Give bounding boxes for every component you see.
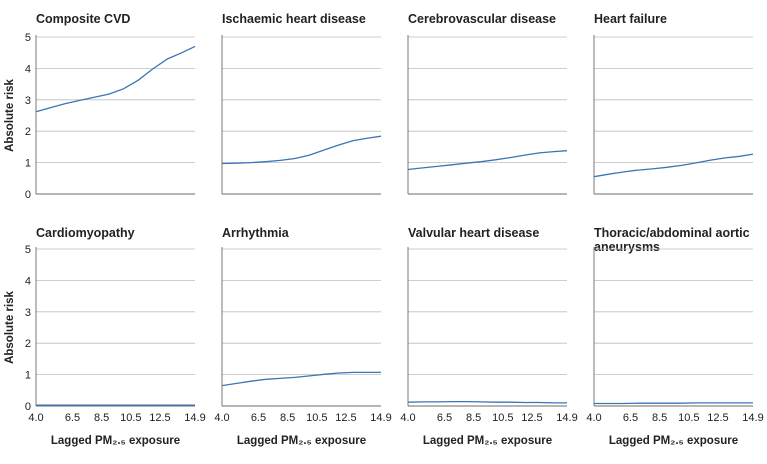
panel-5-y-tick-1: 1	[25, 370, 31, 382]
panel-7-x-tick-6-5: 6.5	[437, 412, 452, 424]
panel-1-y-tick-4: 4	[25, 63, 31, 75]
panel-5-x-tick-12-5: 12.5	[149, 412, 170, 424]
panel-6-series-line	[221, 371, 381, 387]
panel-6-x-tick-6-5: 6.5	[251, 412, 266, 424]
panel-1-y-tick-0: 0	[25, 189, 31, 201]
panel-5-x-tick-14-9: 14.9	[184, 412, 205, 424]
panel-2-series-line	[221, 135, 382, 165]
panel-5-y-tick-2: 2	[25, 338, 31, 350]
panel-8-series-line	[594, 402, 753, 405]
panel-5-x-axis-title: Lagged PM₂.₅ exposure	[51, 435, 180, 447]
panel-5-y-tick-5: 5	[25, 244, 31, 256]
panel-1-y-tick-3: 3	[25, 95, 31, 107]
panel-7-x-tick-14-9: 14.9	[556, 412, 577, 424]
panel-5-x-tick-6-5: 6.5	[65, 412, 80, 424]
panel-4-title: Heart failure	[594, 12, 667, 26]
panel-5-y-tick-0: 0	[25, 401, 31, 413]
panel-6-x-tick-4-0: 4.0	[214, 412, 229, 424]
panel-1-series-line	[35, 45, 196, 113]
panel-1-y-tick-1: 1	[25, 158, 31, 170]
panel-6-title: Arrhythmia	[222, 226, 290, 240]
panel-8-x-tick-12-5: 12.5	[707, 412, 728, 424]
panel-8-x-tick-4-0: 4.0	[586, 412, 601, 424]
panel-5-title: Cardiomyopathy	[36, 226, 135, 240]
panel-8-title-line-2: aneurysms	[594, 240, 660, 254]
panel-8-x-tick-6-5: 6.5	[623, 412, 638, 424]
panel-3-series-line	[407, 150, 568, 171]
panel-1-y-tick-2: 2	[25, 126, 31, 138]
panel-7-x-tick-10-5: 10.5	[492, 412, 513, 424]
panel-6-x-axis-title: Lagged PM₂.₅ exposure	[237, 435, 366, 447]
panel-6-x-tick-8-5: 8.5	[280, 412, 295, 424]
panel-7-x-tick-4-0: 4.0	[400, 412, 415, 424]
panel-6-x-tick-12-5: 12.5	[335, 412, 356, 424]
panel-4-series-line	[593, 153, 754, 178]
panel-8-x-tick-8-5: 8.5	[652, 412, 667, 424]
panel-7-x-tick-12-5: 12.5	[521, 412, 542, 424]
panel-7-x-axis-title: Lagged PM₂.₅ exposure	[423, 435, 552, 447]
panel-8-x-tick-14-9: 14.9	[742, 412, 763, 424]
panel-8-x-tick-10-5: 10.5	[678, 412, 699, 424]
panel-1-title: Composite CVD	[36, 12, 130, 26]
panel-1-y-axis-title: Absolute risk	[4, 78, 16, 151]
panel-8-title-line-1: Thoracic/abdominal aortic	[594, 226, 750, 240]
panel-7-series-line	[407, 400, 567, 404]
panel-5-x-tick-10-5: 10.5	[120, 412, 141, 424]
panel-5-y-tick-3: 3	[25, 307, 31, 319]
panel-6-x-tick-10-5: 10.5	[306, 412, 327, 424]
panel-2-title: Ischaemic heart disease	[222, 12, 366, 26]
panel-7-title: Valvular heart disease	[408, 226, 539, 240]
panel-7-x-tick-8-5: 8.5	[466, 412, 481, 424]
panel-6-x-tick-14-9: 14.9	[370, 412, 391, 424]
panel-5-x-tick-8-5: 8.5	[94, 412, 109, 424]
panel-8-x-axis-title: Lagged PM₂.₅ exposure	[609, 435, 738, 447]
panel-5-y-axis-title: Absolute risk	[4, 290, 16, 363]
panel-3-title: Cerebrovascular disease	[408, 12, 556, 26]
panel-5-y-tick-4: 4	[25, 275, 31, 287]
panel-5-x-tick-4-0: 4.0	[28, 412, 43, 424]
panel-1-y-tick-5: 5	[25, 32, 31, 44]
